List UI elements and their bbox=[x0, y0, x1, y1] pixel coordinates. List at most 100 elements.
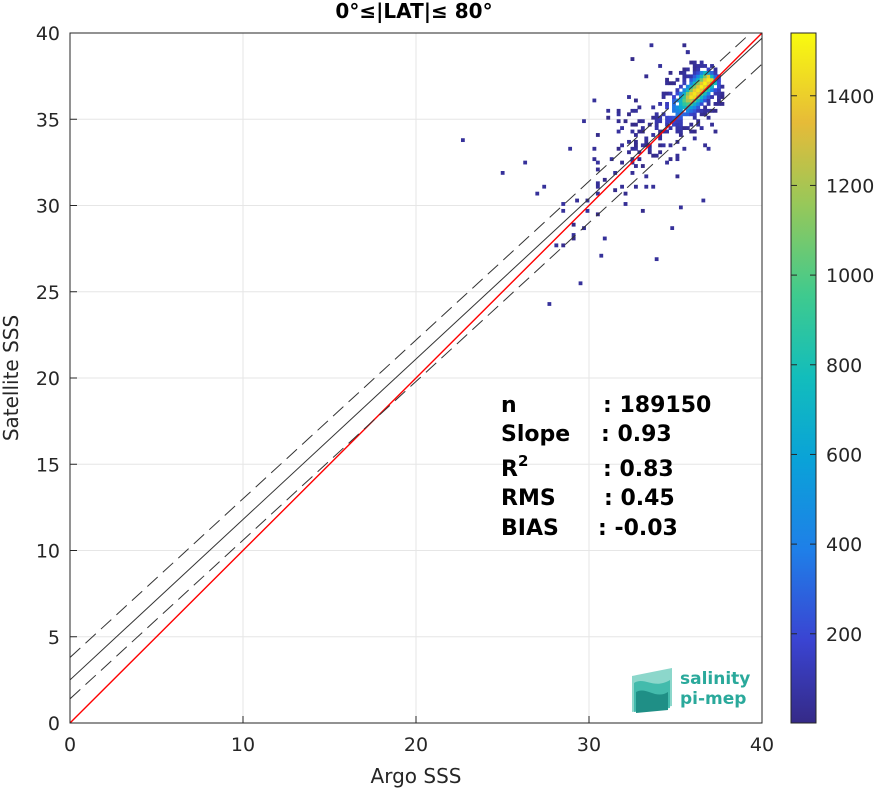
density-cell bbox=[637, 157, 642, 162]
density-cell bbox=[670, 226, 675, 230]
density-cell bbox=[682, 126, 687, 130]
density-cell bbox=[692, 115, 697, 120]
density-cell bbox=[706, 95, 711, 99]
density-cell bbox=[668, 119, 673, 124]
density-cell bbox=[710, 70, 714, 75]
density-cell bbox=[644, 184, 649, 189]
stat-bias-value: : -0.03 bbox=[598, 516, 678, 541]
density-cell bbox=[633, 133, 638, 137]
density-cell bbox=[630, 57, 635, 61]
density-cell bbox=[633, 184, 638, 189]
density-cell bbox=[689, 108, 694, 113]
density-cell bbox=[685, 91, 690, 96]
density-cell bbox=[637, 105, 642, 110]
density-cell bbox=[692, 70, 697, 75]
density-cell bbox=[710, 122, 714, 127]
density-cell bbox=[592, 146, 597, 151]
density-cell bbox=[710, 84, 714, 89]
density-cell bbox=[668, 157, 673, 162]
density-cell bbox=[717, 81, 721, 86]
density-cell bbox=[654, 112, 659, 117]
density-cell bbox=[675, 112, 680, 117]
density-cell bbox=[696, 108, 701, 113]
density-cell bbox=[672, 108, 676, 113]
density-cell bbox=[627, 112, 631, 117]
density-cell bbox=[696, 67, 701, 72]
density-cell bbox=[692, 77, 697, 82]
density-cell bbox=[595, 181, 600, 186]
density-cell bbox=[630, 122, 635, 127]
density-cell bbox=[678, 102, 683, 106]
density-cell bbox=[658, 143, 663, 148]
density-cell bbox=[696, 122, 701, 127]
density-cell bbox=[689, 129, 694, 134]
density-cell bbox=[678, 70, 683, 75]
density-cell bbox=[706, 88, 711, 93]
density-cell bbox=[713, 102, 718, 106]
density-cell bbox=[699, 77, 704, 82]
density-cell bbox=[689, 91, 694, 96]
salinity-pi-mep-logo: salinity pi-mep bbox=[632, 668, 750, 713]
density-cell bbox=[713, 74, 718, 79]
density-cell bbox=[682, 98, 687, 103]
density-cell bbox=[720, 91, 725, 96]
density-cell bbox=[699, 95, 704, 99]
density-cell bbox=[682, 77, 687, 82]
colorbar-tick-label: 800 bbox=[826, 355, 862, 377]
density-cell bbox=[703, 91, 708, 96]
stat-rms-value: : 0.45 bbox=[604, 486, 675, 511]
density-cell bbox=[678, 119, 683, 124]
density-cell bbox=[703, 74, 708, 79]
density-cell bbox=[627, 139, 631, 144]
density-cell bbox=[696, 77, 701, 82]
density-cell bbox=[647, 146, 652, 151]
density-cell bbox=[500, 171, 505, 175]
y-tick-label: 40 bbox=[36, 23, 60, 45]
density-cell bbox=[717, 95, 721, 99]
density-cell bbox=[616, 108, 621, 113]
density-cell bbox=[665, 77, 669, 82]
density-cell bbox=[623, 202, 628, 206]
density-cell bbox=[685, 95, 690, 99]
density-cell bbox=[685, 126, 690, 130]
density-cell bbox=[706, 115, 711, 120]
density-cell bbox=[658, 102, 663, 106]
density-cell bbox=[571, 222, 576, 227]
density-cell bbox=[665, 119, 669, 124]
density-cell bbox=[706, 74, 711, 79]
density-cell bbox=[689, 81, 694, 86]
density-cell bbox=[595, 160, 600, 165]
density-cell bbox=[672, 115, 676, 120]
density-cell bbox=[706, 98, 711, 103]
density-cell bbox=[696, 81, 701, 86]
density-cell bbox=[710, 108, 714, 113]
density-cell bbox=[613, 171, 618, 175]
density-cell bbox=[606, 108, 611, 113]
density-cell bbox=[689, 77, 694, 82]
density-cell bbox=[672, 105, 676, 110]
density-cell bbox=[658, 115, 663, 120]
one-to-one-line bbox=[70, 33, 762, 723]
density-cell bbox=[703, 98, 708, 103]
density-cell bbox=[678, 129, 683, 134]
density-cell bbox=[689, 84, 694, 89]
y-tick-label: 20 bbox=[36, 368, 60, 390]
stat-bias-label: BIAS bbox=[501, 516, 559, 541]
density-cell bbox=[640, 164, 645, 168]
density-cell bbox=[678, 98, 683, 103]
density-cell bbox=[668, 126, 673, 130]
density-cell bbox=[685, 98, 690, 103]
density-cell bbox=[703, 81, 708, 86]
density-cell bbox=[668, 143, 673, 148]
density-cell bbox=[706, 146, 711, 151]
density-cell bbox=[630, 157, 635, 162]
density-cell bbox=[720, 102, 725, 106]
density-cell bbox=[633, 98, 638, 103]
density-cell bbox=[703, 77, 708, 82]
density-cell bbox=[633, 122, 638, 127]
density-cell bbox=[609, 157, 614, 162]
density-cell bbox=[561, 202, 566, 206]
density-cell bbox=[685, 112, 690, 117]
density-cell bbox=[623, 191, 628, 196]
stats-box: n : 189150 Slope : 0.93 R2 : 0.83 RMS : … bbox=[501, 393, 711, 541]
